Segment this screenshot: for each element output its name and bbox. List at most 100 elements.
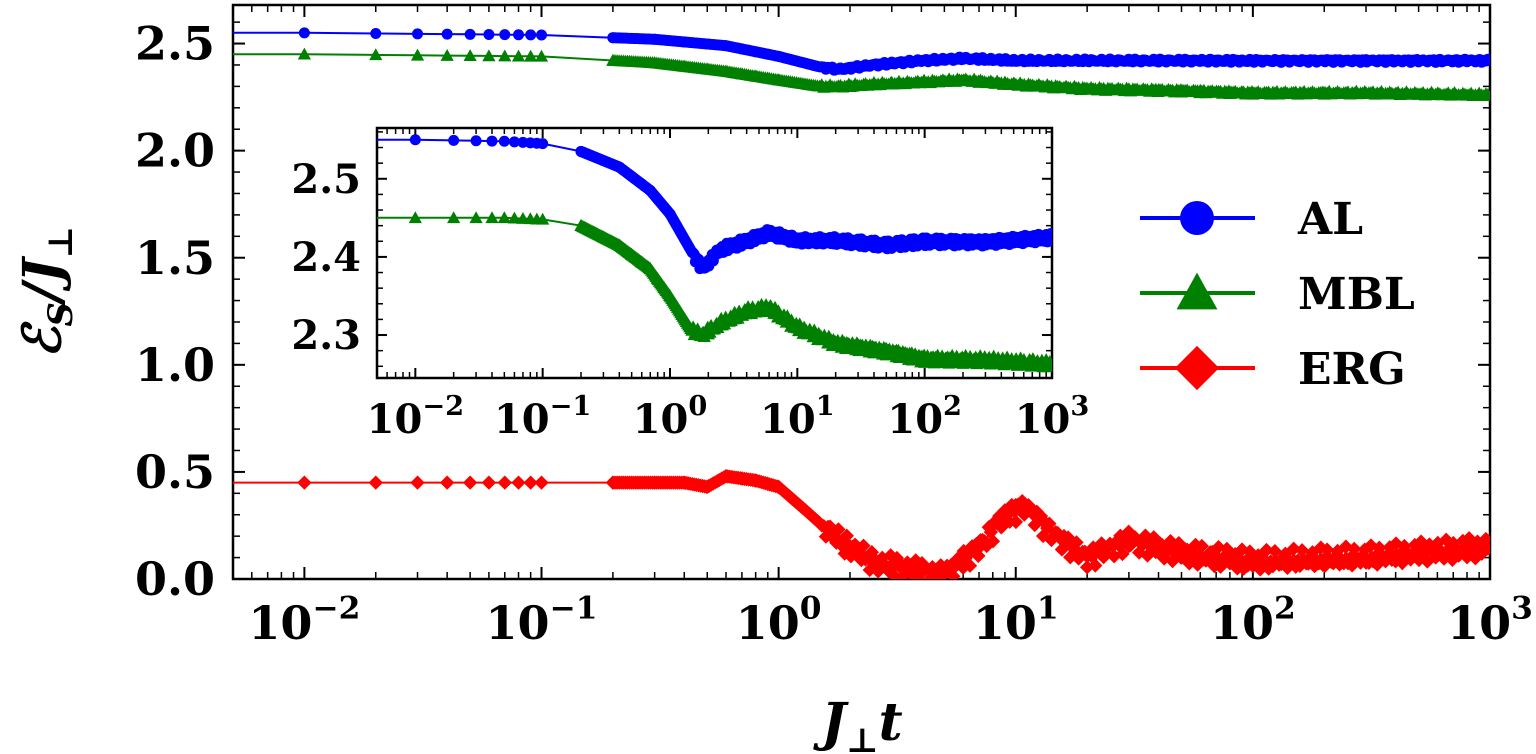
- x-axis-label: J⊥t: [812, 692, 902, 754]
- main-series-erg: [233, 469, 1490, 579]
- main-point-erg: [946, 569, 961, 579]
- main-point-al: [525, 29, 537, 41]
- main-point-erg: [1083, 548, 1099, 563]
- main-point-erg: [971, 548, 986, 564]
- main-point-erg: [410, 475, 425, 490]
- main-point-erg: [1069, 535, 1084, 550]
- main-point-mbl: [534, 49, 549, 62]
- legend-item-al: AL: [1140, 194, 1363, 245]
- main-point-erg: [1190, 557, 1205, 572]
- main-x-tick-exp: 3: [1511, 590, 1533, 626]
- inset-point-al: [486, 135, 498, 147]
- main-x-tick-label: 10−2: [248, 590, 360, 650]
- main-point-erg: [1008, 514, 1024, 530]
- main-x-tick-label: 100: [736, 590, 822, 650]
- main-point-erg: [1380, 547, 1395, 562]
- inset-x-tick-label: 10−2: [367, 390, 464, 443]
- main-y-tick-label: 2.0: [135, 124, 215, 178]
- main-point-erg: [1305, 545, 1320, 560]
- legend-marker-mbl: [1176, 272, 1218, 310]
- inset-ticks: [377, 128, 1053, 378]
- main-point-erg: [1422, 537, 1437, 552]
- y-axis-label-sub: S: [41, 302, 81, 327]
- y-axis-label-tail: /J: [12, 255, 73, 307]
- main-point-erg: [1042, 516, 1057, 531]
- main-point-erg: [1345, 558, 1360, 573]
- main-point-erg: [1228, 546, 1243, 562]
- inset-point-al: [470, 135, 482, 147]
- inset-x-tick-exp: −2: [422, 390, 464, 422]
- main-point-erg: [439, 475, 455, 490]
- inset-point-mbl: [447, 211, 461, 224]
- x-axis-label-main: J: [812, 692, 849, 753]
- main-point-erg: [1265, 559, 1280, 574]
- main-point-erg: [1461, 531, 1477, 546]
- main-point-erg: [368, 475, 383, 490]
- main-point-erg: [1088, 558, 1103, 573]
- main-point-erg: [1017, 507, 1032, 522]
- main-point-al: [536, 29, 548, 41]
- main-point-erg: [1111, 537, 1126, 552]
- main-x-tick-base: 10: [486, 596, 550, 650]
- main-x-tick-exp: 1: [1037, 590, 1059, 626]
- main-point-erg: [1468, 551, 1483, 566]
- inset-x-tick-base: 10: [1015, 396, 1071, 443]
- inset-x-tick-label: 10−1: [494, 390, 591, 443]
- inset-point-al: [498, 135, 510, 147]
- main-point-erg: [523, 475, 538, 490]
- main-point-erg: [1194, 538, 1209, 554]
- main-point-erg: [1188, 537, 1203, 553]
- main-x-tick-base: 10: [248, 596, 312, 650]
- legend-item-mbl: MBL: [1140, 269, 1415, 320]
- main-series-mbl: [233, 47, 1490, 102]
- main-point-mbl: [511, 49, 526, 62]
- main-point-erg: [462, 475, 478, 490]
- inset-y-tick-label: 2.3: [291, 312, 361, 359]
- main-x-tick-exp: 2: [1274, 590, 1296, 626]
- main-x-tick-base: 10: [973, 596, 1037, 650]
- main-point-erg: [1418, 544, 1433, 559]
- main-x-tick-base: 10: [736, 596, 800, 650]
- main-ticks: [233, 5, 1491, 580]
- main-point-mbl: [369, 48, 383, 61]
- legend-label-al: AL: [1297, 194, 1363, 245]
- main-point-mbl: [524, 49, 538, 62]
- inset-x-tick-base: 10: [887, 396, 943, 443]
- legend-label-mbl: MBL: [1298, 269, 1415, 320]
- main-point-erg: [856, 538, 871, 553]
- main-x-tick-exp: −1: [550, 590, 598, 626]
- main-point-erg: [1294, 543, 1310, 558]
- inset-x-tick-label: 103: [1015, 390, 1090, 443]
- main-point-al: [464, 28, 476, 40]
- inset-series: [377, 134, 1052, 373]
- main-series: [233, 27, 1490, 579]
- main-point-mbl: [297, 47, 311, 60]
- inset-point-al: [508, 136, 520, 148]
- inset-x-tick-exp: −1: [550, 390, 592, 422]
- main-point-erg: [1115, 546, 1130, 562]
- inset-x-tick-base: 10: [633, 396, 689, 443]
- main-point-erg: [481, 475, 497, 490]
- main-x-tick-base: 10: [1210, 596, 1274, 650]
- main-point-erg: [1259, 542, 1274, 558]
- main-point-erg: [1420, 554, 1435, 569]
- main-x-tick-label: 101: [973, 590, 1059, 650]
- inset-point-al: [537, 138, 549, 150]
- main-point-erg: [1347, 541, 1362, 557]
- main-point-erg: [1301, 556, 1316, 571]
- inset-point-mbl: [1044, 356, 1052, 369]
- inset-series-al: [377, 134, 1052, 275]
- main-point-erg: [1459, 550, 1475, 565]
- main-point-erg: [1121, 524, 1136, 539]
- x-axis-label-tail: t: [879, 692, 903, 753]
- inset-point-mbl: [469, 211, 483, 224]
- inset-point-mbl: [497, 211, 511, 224]
- inset-x-tick-base: 10: [367, 396, 423, 443]
- main-x-tick-label: 103: [1447, 590, 1533, 650]
- main-point-al: [412, 28, 424, 40]
- main-point-erg: [1342, 551, 1358, 566]
